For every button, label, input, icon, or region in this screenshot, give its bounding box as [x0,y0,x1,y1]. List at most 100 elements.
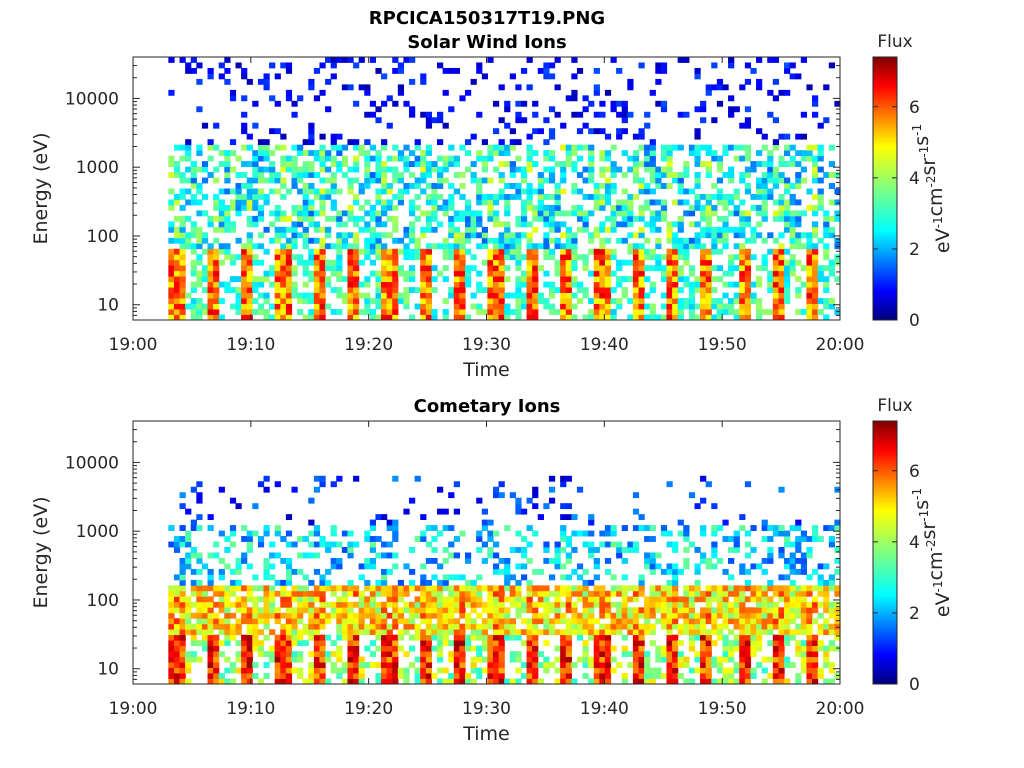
heatmap-cell [722,640,729,647]
heatmap-cell [722,226,729,233]
colorbar-gradient [872,420,898,685]
heatmap-cell [705,309,712,315]
heatmap-cell [756,150,763,157]
heatmap-cell [459,259,466,266]
heatmap-cell [442,254,449,261]
heatmap-cell [358,667,365,674]
heatmap-cell [604,314,612,321]
heatmap-cell [599,656,606,663]
heatmap-cell [548,629,556,636]
heatmap-cell [828,623,836,630]
heatmap-cell [196,199,203,206]
heatmap-cell [285,514,293,521]
heatmap-cell [700,309,707,315]
heatmap-cell [705,248,712,255]
heatmap-cell [313,596,321,603]
heatmap-cell [179,259,186,266]
heatmap-cell [280,287,287,294]
heatmap-cell [235,585,242,592]
heatmap-cell [431,596,438,603]
heatmap-cell [593,585,600,592]
heatmap-cell [173,215,181,222]
heatmap-cell [716,155,724,162]
heatmap-cell [185,215,192,222]
heatmap-cell [761,618,768,625]
heatmap-cell [481,243,488,250]
heatmap-cell [733,193,740,200]
heatmap-cell [425,618,433,625]
heatmap-cell [207,612,214,619]
heatmap-cell [476,601,483,608]
heatmap-cell [498,84,505,91]
heatmap-cell [173,651,181,658]
heatmap-cell [560,259,567,266]
heatmap-cell [325,166,332,173]
heatmap-cell [688,309,696,315]
heatmap-cell [509,656,516,663]
heatmap-cell [532,161,539,167]
heatmap-cell [750,612,757,619]
heatmap-cell [660,204,668,211]
heatmap-cell [498,673,505,679]
heatmap-cell [308,497,315,504]
heatmap-cell [767,607,774,614]
heatmap-cell [414,629,421,636]
heatmap-cell [599,155,606,162]
heatmap-cell [375,514,382,521]
heatmap-cell [207,259,214,266]
heatmap-cell [834,568,841,575]
heatmap-cell [291,623,298,630]
heatmap-cell [649,612,656,619]
heatmap-cell [672,298,679,304]
heatmap-cell [302,596,309,603]
heatmap-cell [795,133,802,140]
heatmap-cell [341,221,349,228]
heatmap-cell [599,259,606,266]
heatmap-cell [425,122,433,129]
heatmap-cell [621,237,628,244]
heatmap-cell [767,612,774,619]
heatmap-cell [453,629,460,636]
heatmap-cell [241,612,248,619]
heatmap-cell [347,678,354,685]
heatmap-cell [353,215,360,222]
heatmap-cell [688,221,696,228]
heatmap-cell [806,150,813,157]
heatmap-cell [610,656,617,663]
heatmap-cell [325,568,332,575]
heatmap-cell [716,309,724,315]
heatmap-cell [688,667,696,674]
heatmap-cell [498,248,505,255]
heatmap-cell [683,298,690,304]
heatmap-cell [683,678,690,685]
heatmap-cell [588,678,595,685]
heatmap-cell [179,579,186,586]
heatmap-cell [733,188,740,195]
heatmap-cell [336,276,343,283]
heatmap-cell [778,133,785,140]
heatmap-cell [392,651,399,658]
heatmap-cell [610,585,617,592]
heatmap-cell [800,607,808,614]
heatmap-cell [672,281,679,288]
heatmap-cell [492,128,500,135]
heatmap-cell [224,67,231,74]
x-tick-label: 19:20 [344,699,393,719]
heatmap-cell [201,193,209,200]
heatmap-cell [453,634,460,641]
heatmap-cell [420,629,427,636]
heatmap-cell [291,607,298,614]
heatmap-cell [481,508,488,515]
heatmap-cell [604,656,612,663]
heatmap-cell [660,199,668,206]
heatmap-cell [190,585,197,592]
heatmap-cell [313,95,321,102]
heatmap-cell [263,248,270,255]
heatmap-cell [397,645,405,652]
heatmap-cell [241,292,248,299]
heatmap-cell [179,640,186,647]
heatmap-cell [369,607,377,614]
heatmap-cell [459,601,466,608]
heatmap-cell [420,640,427,647]
heatmap-cell [425,579,433,586]
